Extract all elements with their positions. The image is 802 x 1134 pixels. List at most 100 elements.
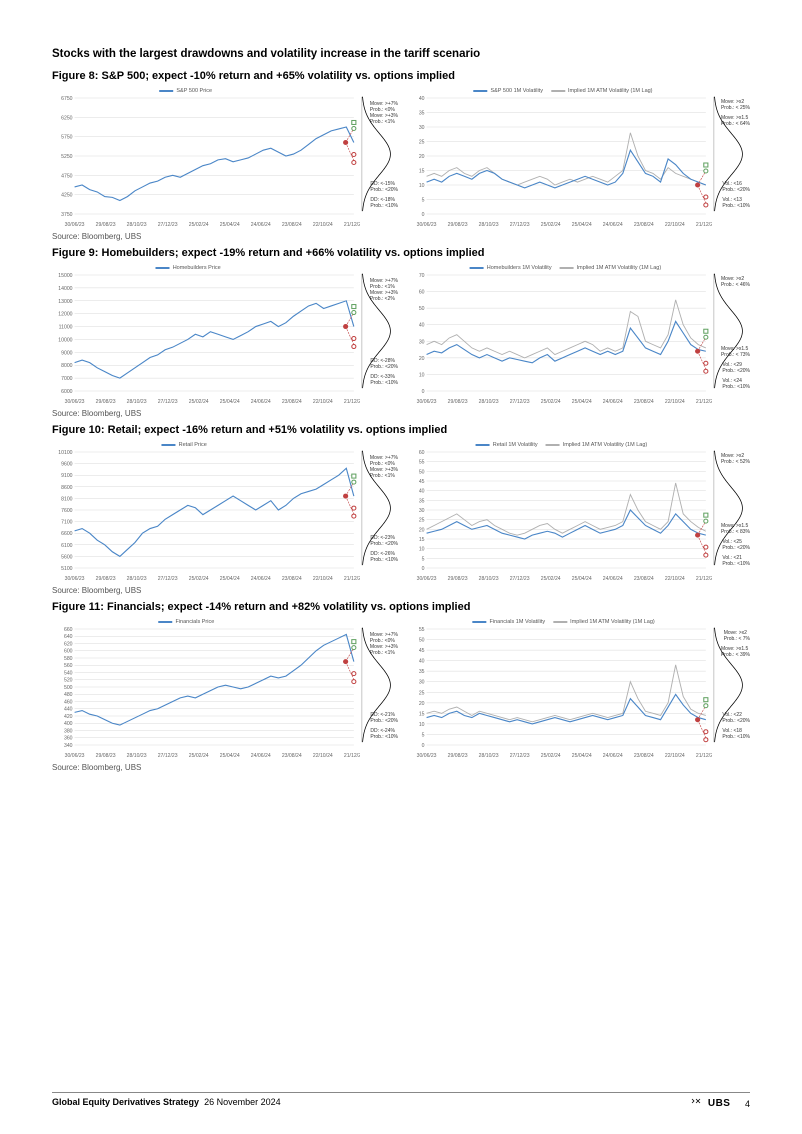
- svg-text:360: 360: [64, 736, 73, 742]
- svg-text:40: 40: [419, 659, 425, 665]
- figure-block: Figure 9: Homebuilders; expect -19% retu…: [52, 247, 750, 418]
- svg-text:25/02/24: 25/02/24: [189, 222, 209, 228]
- svg-text:28/10/23: 28/10/23: [127, 576, 147, 582]
- chart-annotation: Move: >+3%Prob.: <1%: [370, 468, 398, 479]
- svg-text:35: 35: [419, 669, 425, 675]
- svg-text:3750: 3750: [61, 212, 73, 218]
- svg-text:580: 580: [64, 656, 73, 662]
- chart-annotation: Move: >+7%Prob.: <0%: [370, 102, 398, 113]
- svg-text:23/08/24: 23/08/24: [282, 399, 302, 405]
- figure-title: Figure 8: S&P 500; expect -10% return an…: [52, 70, 750, 82]
- chart-annotation: Move: >+3%Prob.: <1%: [370, 645, 398, 656]
- svg-text:60: 60: [419, 290, 425, 296]
- chart-right-wrap: Homebuilders 1M Volatility Implied 1M AT…: [404, 263, 750, 405]
- svg-text:10000: 10000: [58, 337, 72, 343]
- svg-text:22/10/24: 22/10/24: [665, 576, 685, 582]
- chart-annotation: Move: >+3%Prob.: <1%: [370, 114, 398, 125]
- footer-left: Global Equity Derivatives Strategy 26 No…: [52, 1097, 281, 1110]
- svg-text:4750: 4750: [61, 173, 73, 179]
- chart-annotation: Vol.: <21Prob.: <10%: [722, 556, 750, 567]
- chart-annotation: Vol.: <22Prob.: <20%: [722, 713, 750, 724]
- svg-text:30: 30: [419, 339, 425, 345]
- svg-text:22/10/24: 22/10/24: [313, 753, 333, 759]
- svg-text:29/08/23: 29/08/23: [96, 222, 116, 228]
- svg-text:25: 25: [419, 140, 425, 146]
- svg-text:27/12/23: 27/12/23: [158, 222, 178, 228]
- svg-text:40: 40: [419, 96, 425, 102]
- svg-text:28/10/23: 28/10/23: [479, 222, 499, 228]
- svg-text:10: 10: [419, 547, 425, 553]
- svg-text:6100: 6100: [61, 543, 73, 549]
- chart-legend: Financials Price: [158, 619, 214, 625]
- svg-text:60: 60: [419, 450, 425, 456]
- svg-text:12000: 12000: [58, 312, 72, 318]
- chart-annotation: DD: <-15%Prob.: <20%: [370, 182, 398, 193]
- svg-text:22/10/24: 22/10/24: [313, 399, 333, 405]
- footer-date: 26 November 2024: [204, 1097, 281, 1107]
- svg-text:6750: 6750: [61, 96, 73, 102]
- figure-block: Figure 10: Retail; expect -16% return an…: [52, 424, 750, 595]
- svg-text:25/02/24: 25/02/24: [189, 753, 209, 759]
- chart-legend: S&P 500 Price: [159, 88, 212, 94]
- svg-text:25/04/24: 25/04/24: [572, 399, 592, 405]
- svg-text:460: 460: [64, 700, 73, 706]
- price-chart: S&P 500 Price 37504250475052505750625067…: [52, 86, 360, 228]
- chart-annotation: Vol.: <25Prob.: <20%: [722, 540, 750, 551]
- chart-annotation: Vol.: <29Prob.: <20%: [722, 363, 750, 374]
- svg-text:24/06/24: 24/06/24: [603, 576, 623, 582]
- svg-text:35: 35: [419, 111, 425, 117]
- svg-text:25: 25: [419, 690, 425, 696]
- svg-text:0: 0: [422, 212, 425, 218]
- svg-text:28/10/23: 28/10/23: [479, 753, 499, 759]
- svg-text:15000: 15000: [58, 273, 72, 279]
- distribution-curve: Move: >x2Prob.: < 7%Move: >x1.5Prob.: < …: [712, 617, 750, 759]
- svg-text:35: 35: [419, 498, 425, 504]
- svg-text:23/08/24: 23/08/24: [634, 576, 654, 582]
- source-text: Source: Bloomberg, UBS: [52, 409, 750, 418]
- svg-text:4250: 4250: [61, 193, 73, 199]
- source-text: Source: Bloomberg, UBS: [52, 232, 750, 241]
- svg-text:380: 380: [64, 729, 73, 735]
- svg-text:600: 600: [64, 649, 73, 655]
- svg-text:29/08/23: 29/08/23: [96, 399, 116, 405]
- svg-text:50: 50: [419, 638, 425, 644]
- svg-text:45: 45: [419, 648, 425, 654]
- chart-annotation: DD: <-21%Prob.: <20%: [370, 713, 398, 724]
- svg-text:6000: 6000: [61, 389, 73, 395]
- svg-text:5600: 5600: [61, 554, 73, 560]
- distribution-curve: Move: >+7%Prob.: <0%Move: >+3%Prob.: <1%…: [360, 617, 398, 759]
- svg-text:24/06/24: 24/06/24: [251, 576, 271, 582]
- distribution-curve: Move: >x2Prob.: < 25%Move: >x1.5Prob.: <…: [712, 86, 750, 228]
- chart-annotation: Vol.: <24Prob.: <10%: [722, 379, 750, 390]
- svg-text:7600: 7600: [61, 508, 73, 514]
- svg-text:15: 15: [419, 169, 425, 175]
- svg-text:420: 420: [64, 714, 73, 720]
- svg-text:640: 640: [64, 634, 73, 640]
- svg-text:5750: 5750: [61, 135, 73, 141]
- svg-text:6600: 6600: [61, 531, 73, 537]
- svg-text:520: 520: [64, 678, 73, 684]
- svg-text:0: 0: [422, 389, 425, 395]
- svg-text:28/10/23: 28/10/23: [127, 399, 147, 405]
- chart-legend: S&P 500 1M Volatility Implied 1M ATM Vol…: [473, 88, 652, 94]
- charts-row: Retail Price 510056006100660071007600810…: [52, 440, 750, 582]
- svg-text:25/02/24: 25/02/24: [189, 576, 209, 582]
- svg-text:22/10/24: 22/10/24: [313, 222, 333, 228]
- chart-annotation: Move: >+7%Prob.: <1%: [370, 279, 398, 290]
- svg-text:50: 50: [419, 469, 425, 475]
- svg-text:27/12/23: 27/12/23: [158, 576, 178, 582]
- svg-text:21/12/24: 21/12/24: [696, 399, 712, 405]
- svg-text:55: 55: [419, 460, 425, 466]
- svg-text:28/10/23: 28/10/23: [127, 753, 147, 759]
- page-footer: Global Equity Derivatives Strategy 26 No…: [52, 1092, 750, 1110]
- footer-page: 4: [745, 1099, 750, 1109]
- svg-text:40: 40: [419, 323, 425, 329]
- svg-text:28/10/23: 28/10/23: [479, 399, 499, 405]
- svg-text:440: 440: [64, 707, 73, 713]
- svg-text:20: 20: [419, 356, 425, 362]
- distribution-curve: Move: >+7%Prob.: <1%Move: >+3%Prob.: <2%…: [360, 263, 398, 405]
- footer-right: UBS 4: [690, 1097, 750, 1110]
- svg-text:22/10/24: 22/10/24: [313, 576, 333, 582]
- svg-text:30/06/23: 30/06/23: [417, 576, 437, 582]
- svg-text:10100: 10100: [58, 450, 72, 456]
